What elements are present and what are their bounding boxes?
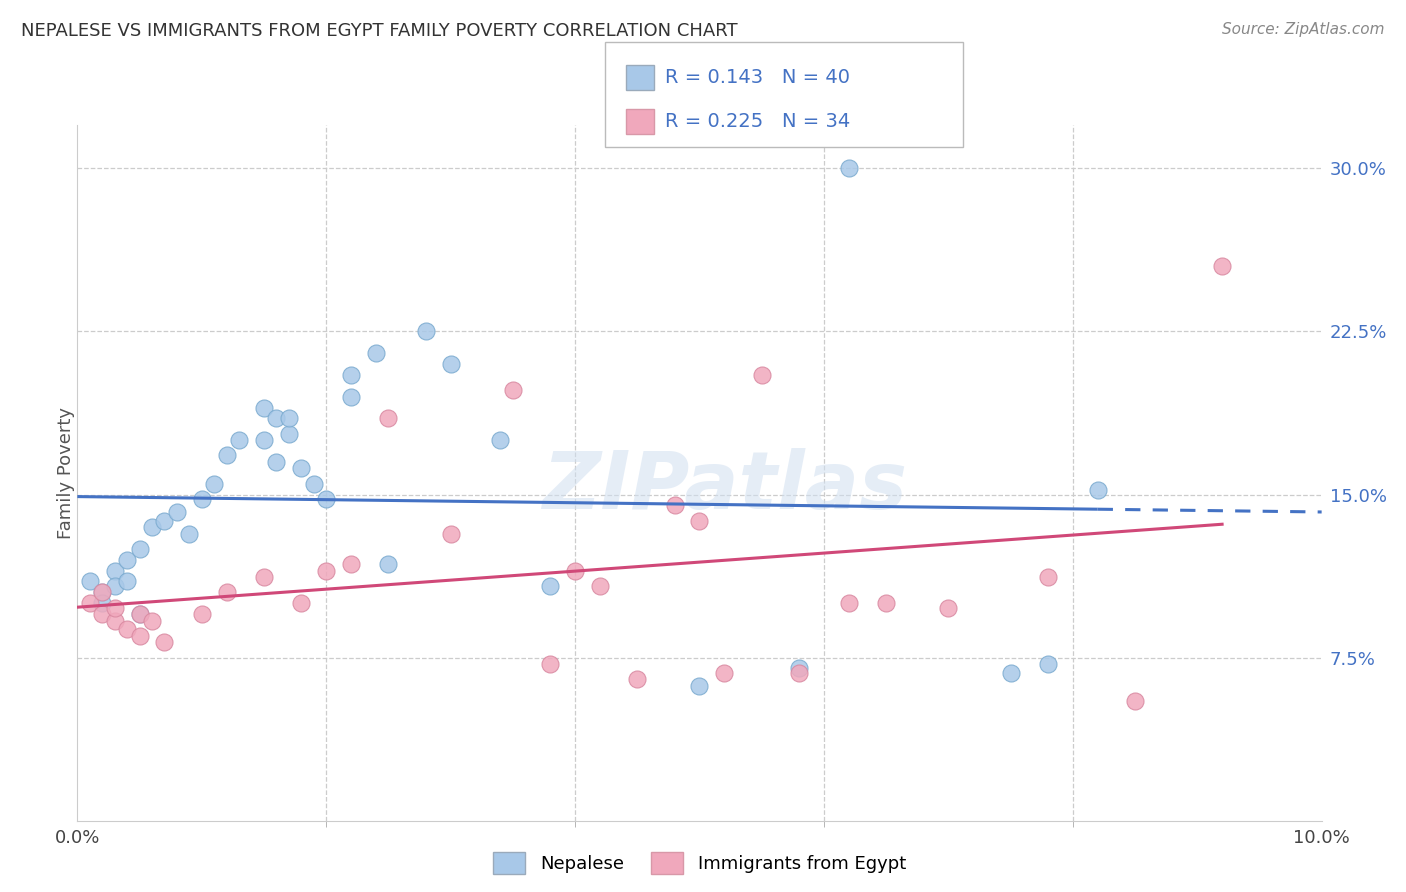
Point	[713, 665, 735, 680]
Point	[91, 607, 114, 621]
Point	[104, 564, 127, 578]
Point	[115, 552, 138, 567]
Point	[266, 455, 288, 469]
Point	[141, 614, 163, 628]
Point	[128, 607, 150, 621]
Point	[377, 557, 399, 571]
Point	[128, 607, 150, 621]
Text: NEPALESE VS IMMIGRANTS FROM EGYPT FAMILY POVERTY CORRELATION CHART: NEPALESE VS IMMIGRANTS FROM EGYPT FAMILY…	[21, 22, 738, 40]
Point	[415, 325, 437, 339]
Point	[253, 433, 276, 447]
Point	[1211, 259, 1233, 273]
Point	[1123, 694, 1146, 708]
Point	[787, 661, 810, 675]
Point	[538, 579, 561, 593]
Point	[564, 564, 586, 578]
Point	[91, 585, 114, 599]
Point	[751, 368, 773, 382]
Point	[1036, 570, 1059, 584]
Point	[215, 585, 238, 599]
Point	[875, 596, 897, 610]
Point	[315, 564, 337, 578]
Point	[838, 596, 860, 610]
Point	[787, 665, 810, 680]
Point	[115, 574, 138, 589]
Point	[440, 526, 463, 541]
Point	[277, 426, 299, 441]
Point	[626, 673, 648, 687]
Point	[141, 520, 163, 534]
Point	[340, 390, 363, 404]
Point	[364, 346, 387, 360]
Point	[179, 526, 201, 541]
Point	[340, 557, 363, 571]
Point	[302, 476, 325, 491]
Point	[191, 491, 214, 506]
Point	[589, 579, 612, 593]
Y-axis label: Family Poverty: Family Poverty	[58, 407, 75, 539]
Point	[277, 411, 299, 425]
Point	[689, 679, 711, 693]
Point	[153, 635, 176, 649]
Point	[202, 476, 225, 491]
Point	[104, 579, 127, 593]
Point	[1036, 657, 1059, 671]
Point	[440, 357, 463, 371]
Point	[938, 600, 960, 615]
Point	[79, 574, 101, 589]
Point	[115, 623, 138, 637]
Point	[128, 541, 150, 556]
Point	[253, 401, 276, 415]
Point	[253, 570, 276, 584]
Point	[502, 383, 524, 397]
Text: R = 0.143   N = 40: R = 0.143 N = 40	[665, 68, 851, 87]
Point	[104, 600, 127, 615]
Point	[489, 433, 512, 447]
Point	[215, 448, 238, 462]
Point	[266, 411, 288, 425]
Point	[377, 411, 399, 425]
Point	[1087, 483, 1109, 498]
Legend: Nepalese, Immigrants from Egypt: Nepalese, Immigrants from Egypt	[485, 845, 914, 881]
Point	[91, 596, 114, 610]
Point	[315, 491, 337, 506]
Text: Source: ZipAtlas.com: Source: ZipAtlas.com	[1222, 22, 1385, 37]
Point	[689, 514, 711, 528]
Point	[290, 461, 312, 475]
Point	[91, 585, 114, 599]
Point	[228, 433, 250, 447]
Point	[538, 657, 561, 671]
Point	[340, 368, 363, 382]
Text: R = 0.225   N = 34: R = 0.225 N = 34	[665, 112, 851, 131]
Point	[79, 596, 101, 610]
Text: ZIPatlas: ZIPatlas	[541, 448, 907, 525]
Point	[664, 499, 686, 513]
Point	[191, 607, 214, 621]
Point	[290, 596, 312, 610]
Point	[1000, 665, 1022, 680]
Point	[838, 161, 860, 176]
Point	[104, 614, 127, 628]
Point	[166, 505, 188, 519]
Point	[153, 514, 176, 528]
Point	[128, 629, 150, 643]
